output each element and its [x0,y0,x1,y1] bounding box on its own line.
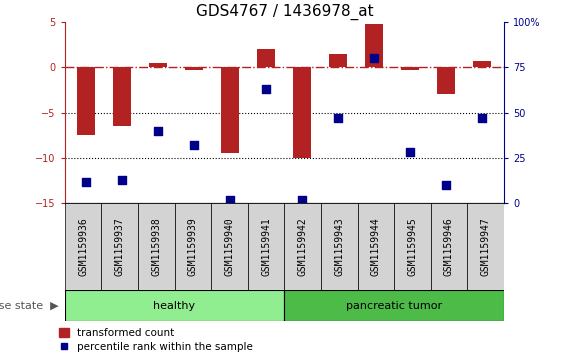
Text: GSM1159940: GSM1159940 [225,217,234,276]
Bar [358,203,394,290]
Text: GSM1159939: GSM1159939 [188,217,198,276]
Text: GSM1159943: GSM1159943 [334,217,344,276]
Point [118,177,127,183]
Text: healthy: healthy [154,301,195,311]
Bar [248,203,284,290]
Bar [101,203,138,290]
Bar [221,67,239,153]
Bar [473,61,491,67]
Bar [394,203,431,290]
Point [82,179,91,184]
Bar [365,24,383,67]
Bar [467,203,504,290]
Bar [284,203,321,290]
Text: GSM1159947: GSM1159947 [481,217,490,276]
Bar [211,203,248,290]
Bar [431,203,467,290]
Text: pancreatic tumor: pancreatic tumor [346,301,442,311]
Point [298,197,307,203]
Text: GSM1159944: GSM1159944 [371,217,381,276]
Bar [401,67,419,70]
Bar [138,203,175,290]
Point [478,115,487,121]
Text: GSM1159945: GSM1159945 [408,217,417,276]
Text: disease state  ▶: disease state ▶ [0,301,59,311]
Bar [185,67,203,70]
Bar [113,67,131,126]
Bar [77,67,95,135]
Bar [257,49,275,67]
Bar [284,290,504,321]
Text: GSM1159938: GSM1159938 [151,217,161,276]
Point [442,182,451,188]
Point [406,150,415,155]
Bar [293,67,311,158]
Bar [149,62,167,67]
Point [154,128,163,134]
Text: GSM1159946: GSM1159946 [444,217,454,276]
Title: GDS4767 / 1436978_at: GDS4767 / 1436978_at [195,4,373,20]
Bar [329,54,347,67]
Text: GSM1159937: GSM1159937 [115,217,124,276]
Point [190,142,199,148]
Point [370,55,379,61]
Bar [65,203,101,290]
Bar [65,290,284,321]
Bar [175,203,211,290]
Text: GSM1159941: GSM1159941 [261,217,271,276]
Point [262,86,271,92]
Legend: transformed count, percentile rank within the sample: transformed count, percentile rank withi… [59,328,253,352]
Point [226,197,235,203]
Text: GSM1159942: GSM1159942 [298,217,307,276]
Bar [321,203,358,290]
Text: GSM1159936: GSM1159936 [78,217,88,276]
Bar [437,67,455,94]
Point [334,115,343,121]
